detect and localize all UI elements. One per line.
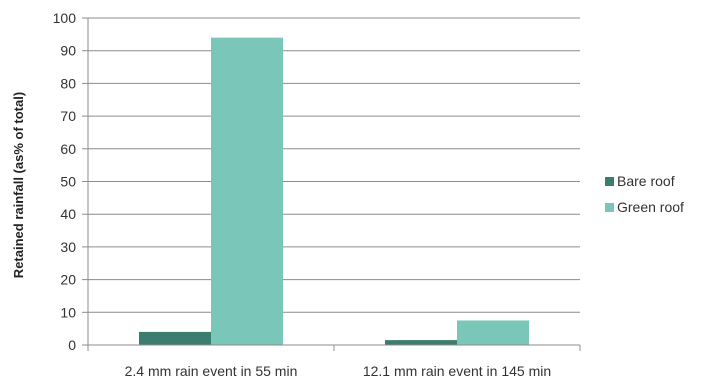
bars (139, 37, 529, 346)
bar-bare-roof-0 (139, 331, 211, 345)
y-tick-label: 40 (60, 206, 76, 222)
y-tick-label: 80 (60, 75, 76, 91)
legend-swatch-green-roof (605, 203, 614, 212)
bar-green-roof-0 (211, 37, 283, 346)
x-category-label: 12.1 mm rain event in 145 min (363, 363, 551, 379)
bar-green-roof-1 (457, 320, 529, 345)
legend-label: Green roof (617, 199, 684, 215)
y-tick-label: 30 (60, 239, 76, 255)
y-tick-label: 10 (60, 304, 76, 320)
y-tick-label: 20 (60, 272, 76, 288)
y-axis-ticks: 0 10 20 30 40 50 60 70 80 90 100 (53, 10, 89, 353)
legend: Bare roof Green roof (605, 173, 684, 215)
gridlines (88, 17, 580, 313)
legend-label: Bare roof (617, 173, 675, 189)
y-tick-label: 60 (60, 141, 76, 157)
x-category-label: 2.4 mm rain event in 55 min (125, 363, 298, 379)
y-tick-label: 100 (53, 10, 77, 26)
y-axis-label: Retained rainfall (as% of total) (11, 92, 26, 278)
y-tick-label: 50 (60, 174, 76, 190)
x-axis: 2.4 mm rain event in 55 min 12.1 mm rain … (87, 344, 581, 379)
legend-swatch-bare-roof (605, 177, 614, 186)
y-tick-label: 90 (60, 43, 76, 59)
y-tick-label: 0 (68, 337, 76, 353)
bar-bare-roof-1 (385, 340, 457, 345)
y-tick-label: 70 (60, 108, 76, 124)
